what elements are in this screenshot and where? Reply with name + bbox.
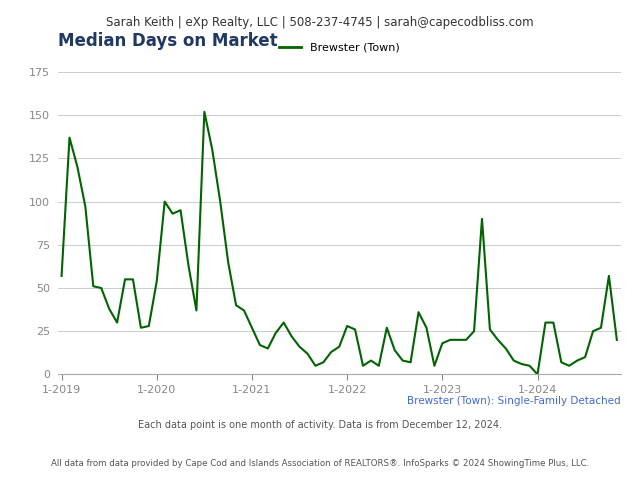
Text: Each data point is one month of activity. Data is from December 12, 2024.: Each data point is one month of activity… bbox=[138, 420, 502, 430]
Text: Median Days on Market: Median Days on Market bbox=[58, 33, 277, 50]
Text: Sarah Keith | eXp Realty, LLC | 508-237-4745 | sarah@capecodbliss.com: Sarah Keith | eXp Realty, LLC | 508-237-… bbox=[106, 16, 534, 29]
Text: All data from data provided by Cape Cod and Islands Association of REALTORS®. In: All data from data provided by Cape Cod … bbox=[51, 459, 589, 468]
Legend: Brewster (Town): Brewster (Town) bbox=[275, 38, 404, 57]
Text: Brewster (Town): Single-Family Detached: Brewster (Town): Single-Family Detached bbox=[407, 396, 621, 406]
